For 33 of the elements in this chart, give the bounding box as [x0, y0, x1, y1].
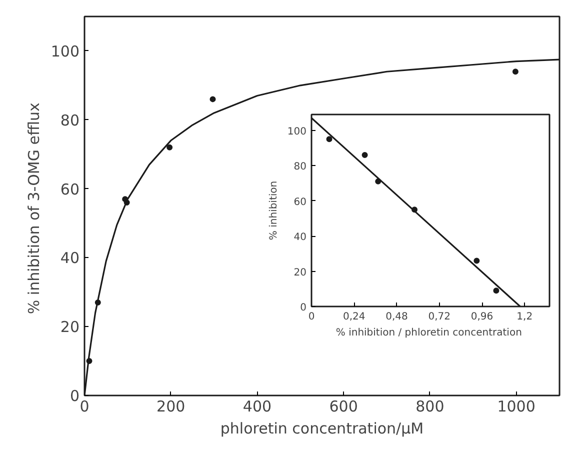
x-tick-label: 0,96	[470, 312, 494, 322]
point	[493, 288, 500, 294]
y-tick-label: 80	[294, 162, 307, 173]
x-tick-label: 0,48	[386, 312, 408, 322]
x-tick-label: 400	[242, 398, 272, 416]
y-axis-title: % inhibition	[268, 180, 280, 240]
y-tick-label: 60	[294, 196, 307, 208]
y-tick-label: 80	[60, 111, 80, 130]
x-tick-label: 200	[156, 398, 186, 416]
y-tick-label: 20	[60, 318, 80, 336]
y-tick-label: 100	[50, 42, 80, 60]
x-tick-label: 600	[329, 398, 358, 416]
x-axis-title: phloretin concentration/µM	[220, 420, 424, 438]
y-tick-label: 100	[287, 126, 307, 138]
y-tick-label: 40	[60, 249, 80, 268]
x-tick-label: 1000	[497, 398, 536, 416]
point	[512, 68, 518, 75]
y-tick-label: 60	[60, 180, 80, 198]
y-tick-label: 40	[294, 232, 307, 244]
point	[210, 96, 216, 102]
y-tick-label: 0	[300, 302, 307, 314]
point	[326, 136, 332, 142]
x-tick-label: 0,72	[428, 312, 451, 322]
x-tick-label: 0,24	[342, 312, 366, 322]
x-tick-label: 1,2	[516, 312, 533, 322]
y-tick-label: 20	[294, 267, 307, 278]
point	[474, 258, 480, 264]
x-axis-title: % inhibition / phloretin concentration	[336, 328, 522, 338]
point	[166, 144, 173, 150]
y-axis-title: % inhibition of 3-OMG efflux	[24, 102, 43, 314]
x-tick-label: 800	[416, 398, 444, 416]
x-tick-label: 0	[308, 312, 315, 322]
point	[362, 152, 368, 158]
